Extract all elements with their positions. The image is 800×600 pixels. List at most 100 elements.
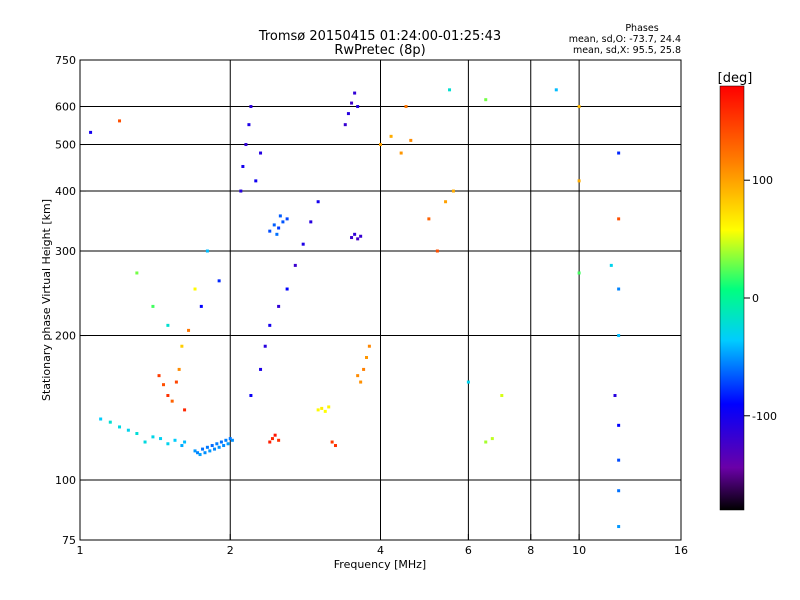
data-point <box>275 232 279 236</box>
data-point <box>613 394 617 398</box>
data-point <box>268 440 272 444</box>
data-point <box>219 440 223 444</box>
data-point <box>399 151 403 155</box>
data-point <box>277 438 281 442</box>
data-point <box>254 179 258 183</box>
data-point <box>205 445 209 449</box>
data-point <box>273 433 277 437</box>
data-point <box>617 458 621 462</box>
data-point <box>359 234 363 238</box>
data-point <box>228 437 232 441</box>
data-point <box>180 444 184 448</box>
data-point <box>617 525 621 529</box>
data-point <box>208 449 212 453</box>
data-point <box>196 451 200 455</box>
stats-line-o: mean, sd,O: -73.7, 24.4 <box>569 34 681 45</box>
data-point <box>157 374 161 378</box>
data-point <box>162 383 166 387</box>
stats-line-x: mean, sd,X: 95.5, 25.8 <box>573 45 681 56</box>
data-point <box>244 143 248 147</box>
data-point <box>365 355 369 359</box>
y-tick-label: 750 <box>55 54 76 67</box>
data-point <box>259 151 263 155</box>
data-point <box>323 409 327 413</box>
data-point <box>278 214 282 218</box>
data-point <box>353 91 357 95</box>
data-point <box>448 88 452 92</box>
data-point <box>268 229 272 233</box>
data-point <box>249 105 253 109</box>
data-point <box>173 438 177 442</box>
data-point <box>346 112 350 116</box>
x-axis-ticks: 1 2 4 6 8 10 16 <box>77 534 688 557</box>
data-point <box>490 437 494 441</box>
data-point <box>249 394 253 398</box>
x-tick-label: 16 <box>674 544 688 557</box>
data-point <box>577 105 581 109</box>
y-tick-label: 600 <box>55 101 76 114</box>
data-point <box>353 232 357 236</box>
y-tick-label: 200 <box>55 330 76 343</box>
data-point <box>118 119 122 123</box>
data-point <box>201 447 205 451</box>
data-point <box>108 420 112 424</box>
data-point <box>151 304 155 308</box>
data-point <box>484 440 488 444</box>
data-point <box>389 134 393 138</box>
x-tick-label: 6 <box>465 544 472 557</box>
data-point <box>174 380 178 384</box>
data-point <box>404 105 408 109</box>
x-tick-label: 2 <box>227 544 234 557</box>
data-point <box>241 164 245 168</box>
data-point <box>316 200 320 204</box>
chart-title: Tromsø 20150415 01:24:00-01:25:43 <box>258 29 501 44</box>
data-point <box>203 451 207 455</box>
data-point <box>183 440 187 444</box>
data-point <box>170 399 174 403</box>
data-point <box>309 220 313 224</box>
data-point <box>577 179 581 183</box>
data-point <box>151 435 155 439</box>
data-point <box>180 344 184 348</box>
data-point <box>199 304 203 308</box>
y-tick-label: 300 <box>55 245 76 258</box>
data-point <box>500 394 504 398</box>
data-point <box>205 249 209 253</box>
data-point <box>198 453 202 457</box>
data-point <box>356 105 360 109</box>
y-axis-ticks: 75 100 200 300 400 500 600 750 <box>55 54 86 547</box>
data-point <box>135 271 139 275</box>
colorbar-label: [deg] <box>718 71 753 86</box>
data-point <box>359 380 363 384</box>
data-point <box>166 394 170 398</box>
data-point <box>143 440 147 444</box>
data-point <box>272 223 276 227</box>
data-point <box>259 367 263 371</box>
colorbar <box>719 85 745 511</box>
colorbar-tick-label: -100 <box>752 410 777 423</box>
data-point <box>281 220 285 224</box>
data-point <box>239 189 243 193</box>
y-tick-label: 400 <box>55 185 76 198</box>
colorbar-tick-label: 100 <box>752 174 773 187</box>
data-point <box>451 189 455 193</box>
stats-heading: Phases <box>625 23 658 34</box>
data-point <box>247 123 251 127</box>
data-point <box>285 217 289 221</box>
data-point <box>617 217 621 221</box>
x-tick-label: 8 <box>527 544 534 557</box>
data-point <box>224 438 228 442</box>
y-tick-label: 75 <box>62 534 76 547</box>
data-point <box>187 328 191 332</box>
data-point <box>484 98 488 102</box>
data-point <box>217 445 221 449</box>
data-point <box>285 287 289 291</box>
data-point <box>193 449 197 453</box>
chart-subtitle: RwPretec (8p) <box>334 43 425 58</box>
data-point <box>270 437 274 441</box>
data-point <box>617 334 621 338</box>
data-point <box>316 408 320 412</box>
data-point <box>177 367 181 371</box>
data-point <box>617 151 621 155</box>
